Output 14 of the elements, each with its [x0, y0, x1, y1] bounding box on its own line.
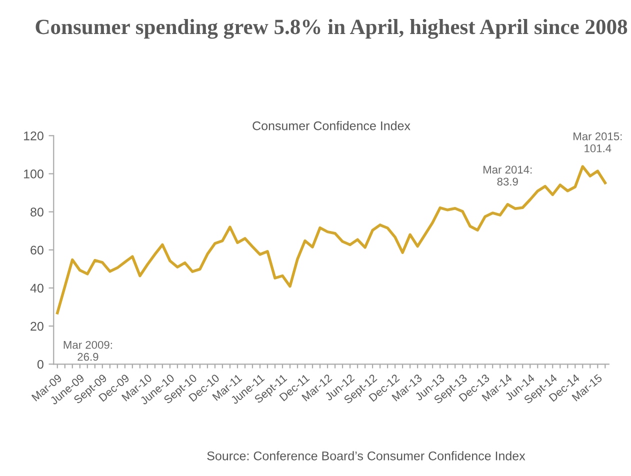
- annotation: Mar 2015: 101.4: [574, 132, 622, 152]
- y-tick-label: 20: [30, 322, 44, 331]
- annotation: Mar 2014: 83.9: [484, 166, 532, 186]
- y-tick-label: 0: [37, 360, 44, 369]
- chart-title: Consumer spending grew 5.8% in April, highest April since 2008: [36, 19, 628, 39]
- annotation: Mar 2009: 26.9: [64, 340, 112, 361]
- y-tick-label: 80: [30, 208, 44, 216]
- y-tick-label: 60: [30, 246, 44, 255]
- line-series: [56, 165, 607, 314]
- y-tick-label: 40: [30, 284, 44, 293]
- source-note: Source: Conference Board’s Consumer Confidence Index: [207, 451, 526, 460]
- y-tick-label: 120: [24, 131, 44, 140]
- chart-subtitle: Consumer Confidence Index: [252, 121, 410, 130]
- y-tick-label: 100: [24, 170, 44, 178]
